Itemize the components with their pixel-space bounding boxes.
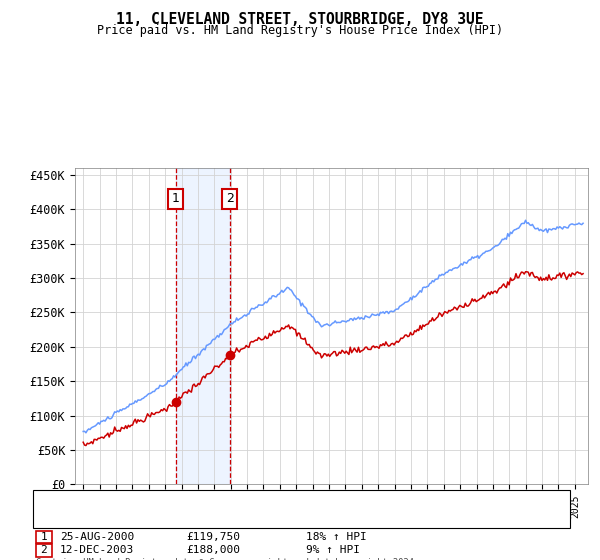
Text: 25-AUG-2000: 25-AUG-2000 [60, 532, 134, 542]
Text: 12-DEC-2003: 12-DEC-2003 [60, 545, 134, 556]
Text: £188,000: £188,000 [186, 545, 240, 556]
Text: £119,750: £119,750 [186, 532, 240, 542]
Bar [176, 168, 230, 484]
Text: 11, CLEVELAND STREET, STOURBRIDGE, DY8 3UE: 11, CLEVELAND STREET, STOURBRIDGE, DY8 3… [116, 12, 484, 27]
Text: 11, CLEVELAND STREET, STOURBRIDGE, DY8 3UE (detached house): 11, CLEVELAND STREET, STOURBRIDGE, DY8 3… [72, 492, 441, 502]
Text: HPI: Average price, detached house, Dudley: HPI: Average price, detached house, Dudl… [72, 505, 335, 515]
Text: 18% ↑ HPI: 18% ↑ HPI [306, 532, 367, 542]
Text: 9% ↑ HPI: 9% ↑ HPI [306, 545, 360, 556]
Text: 2: 2 [226, 193, 234, 206]
Text: Contains HM Land Registry data © Crown copyright and database right 2024.
This d: Contains HM Land Registry data © Crown c… [36, 558, 419, 560]
Text: Price paid vs. HM Land Registry's House Price Index (HPI): Price paid vs. HM Land Registry's House … [97, 24, 503, 37]
Text: 1: 1 [172, 193, 179, 206]
Text: 2: 2 [40, 545, 47, 556]
Text: 1: 1 [40, 532, 47, 542]
